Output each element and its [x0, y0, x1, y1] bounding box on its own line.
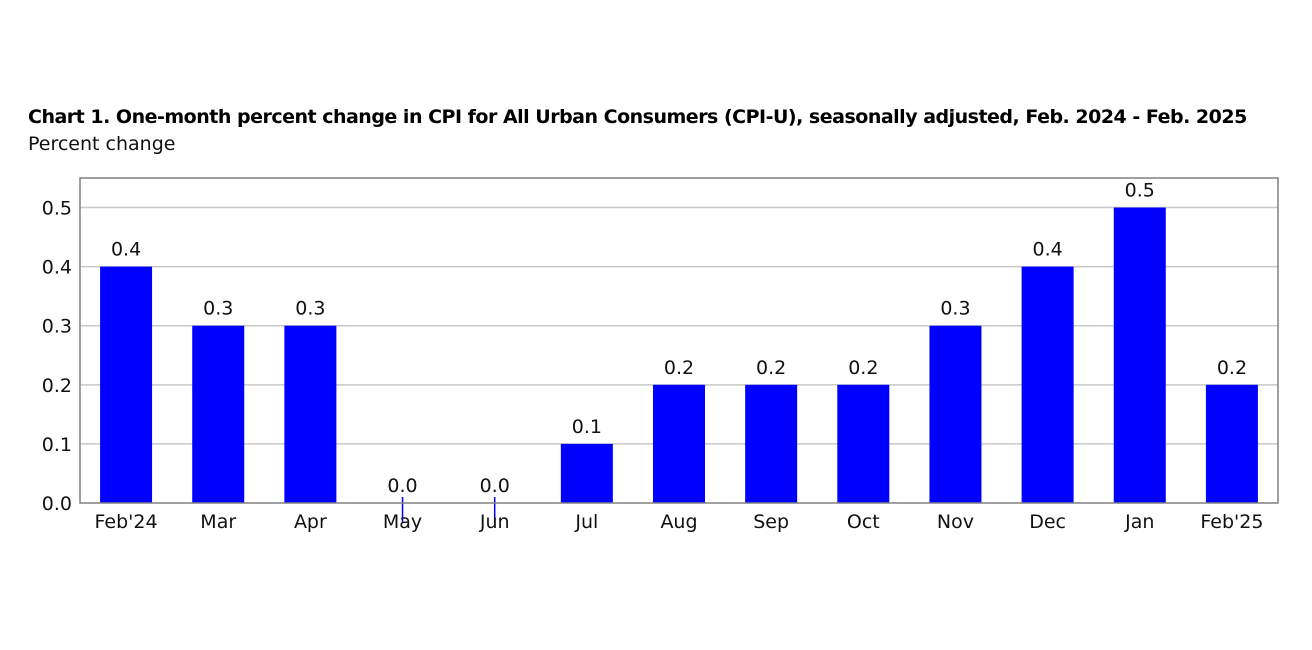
plot-frame: [79, 177, 1279, 504]
bar: [929, 325, 982, 503]
y-tick-label: 0.0: [42, 493, 72, 515]
data-label: 0.5: [1125, 180, 1155, 202]
y-tick-label: 0.5: [42, 198, 72, 220]
bar: [1205, 384, 1258, 503]
data-label: 0.2: [756, 357, 786, 379]
y-tick-label: 0.2: [42, 375, 72, 397]
x-tick-label: Jan: [1124, 511, 1154, 533]
x-tick-label: Sep: [753, 511, 789, 533]
data-label: 0.3: [203, 298, 233, 320]
bar: [192, 325, 245, 503]
bar: [745, 384, 798, 503]
x-tick-label: Mar: [200, 511, 236, 533]
data-label: 0.3: [295, 298, 325, 320]
data-label: 0.2: [848, 357, 878, 379]
x-tick-label: Apr: [294, 511, 327, 533]
chart-title: Chart 1. One-month percent change in CPI…: [28, 106, 1247, 128]
data-label: 0.0: [387, 475, 417, 497]
x-tick-label: Aug: [660, 511, 697, 533]
x-tick-label: May: [383, 511, 422, 533]
y-tick-label: 0.3: [42, 316, 72, 338]
data-label: 0.4: [111, 239, 141, 261]
data-label: 0.2: [1217, 357, 1247, 379]
bar: [653, 384, 705, 503]
x-tick-label: Jun: [479, 511, 510, 533]
data-label: 0.1: [572, 416, 602, 438]
x-tick-label: Feb'24: [95, 511, 158, 533]
bar: [837, 384, 890, 503]
y-axis-label: Percent change: [28, 133, 176, 155]
x-tick-label: Nov: [937, 511, 974, 533]
bar: [100, 266, 153, 503]
data-label: 0.4: [1033, 239, 1063, 261]
bar: [560, 443, 613, 503]
x-tick-label: Dec: [1029, 511, 1066, 533]
y-tick-label: 0.1: [42, 434, 72, 456]
bar: [1113, 207, 1166, 503]
bar: [1021, 266, 1074, 503]
data-label: 0.3: [940, 298, 970, 320]
data-label: 0.0: [480, 475, 510, 497]
x-tick-label: Jul: [574, 511, 598, 533]
bar: [284, 325, 337, 503]
x-tick-label: Feb'25: [1200, 511, 1263, 533]
y-tick-label: 0.4: [42, 257, 72, 279]
x-tick-label: Oct: [847, 511, 880, 533]
data-label: 0.2: [664, 357, 694, 379]
